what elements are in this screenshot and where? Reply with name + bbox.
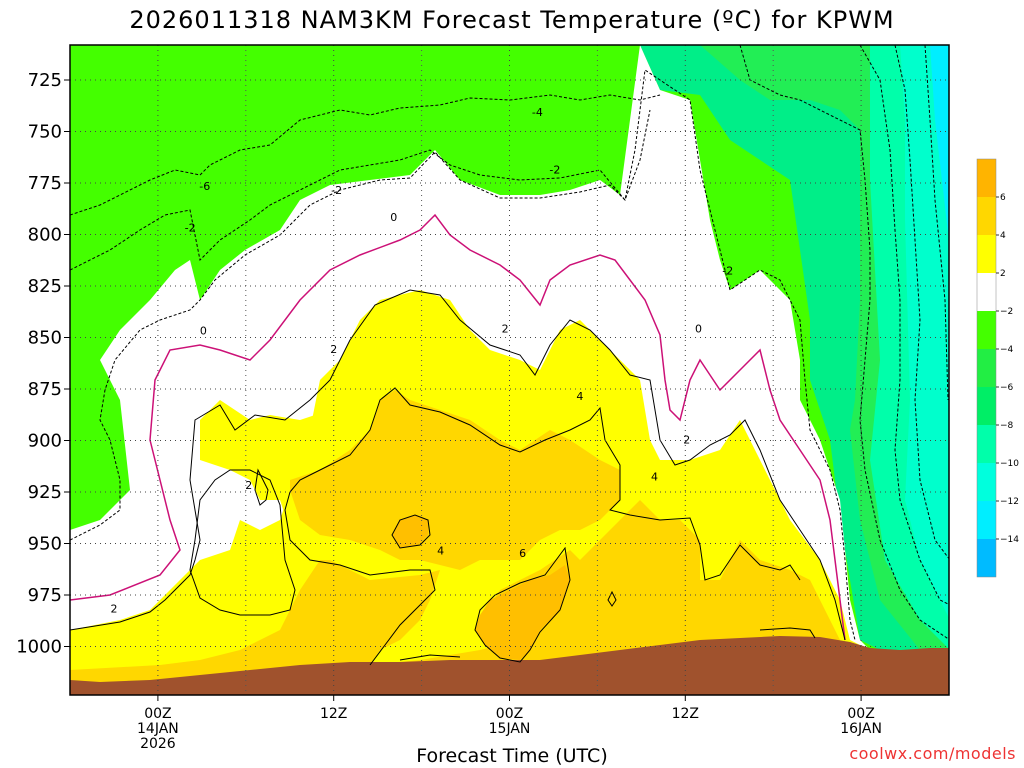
contour-label: 2 [245, 479, 252, 492]
contour-line-plus-4 [289, 387, 801, 581]
contour-label: -6 [199, 180, 210, 193]
y-tick-label: 925 [28, 482, 62, 503]
x-tick-label: 00Z [496, 706, 523, 722]
colorbar-swatch [977, 273, 996, 311]
contour-label: 4 [576, 390, 583, 403]
colorbar-swatch [977, 387, 996, 425]
contour-label: -2 [331, 184, 342, 197]
colorbar-swatch [977, 235, 996, 273]
contour-line-plus-4-cell [391, 514, 431, 549]
contour-label: -4 [532, 106, 543, 119]
y-tick-label: 750 [28, 122, 62, 143]
contour-line-plus-4-small [759, 627, 816, 639]
contour-line-plus-2-small [254, 468, 269, 506]
colorbar-label: −12 [1000, 497, 1019, 507]
y-tick-label: 875 [28, 379, 62, 400]
contour-label: 0 [390, 211, 397, 224]
colorbar-label: −10 [1000, 459, 1019, 469]
y-tick-label: 725 [28, 70, 62, 91]
contour-label: 0 [695, 322, 702, 335]
y-tick-label: 775 [28, 173, 62, 194]
y-tick-label: 850 [28, 328, 62, 349]
colorbar-swatch [977, 463, 996, 501]
x-axis-title: Forecast Time (UTC) [416, 745, 608, 767]
contour-line-minus-12 [894, 45, 949, 560]
colorbar-swatch [977, 425, 996, 463]
colorbar-label: 6 [1000, 193, 1006, 203]
y-tick-label: 900 [28, 431, 62, 452]
colorbar-swatch [977, 159, 996, 197]
colorbar-swatch [977, 311, 996, 349]
contour-label-layer: -6 -2 -2 -4 -2 -2 0 0 0 2 2 2 2 2 4 4 4 6 [110, 106, 733, 615]
x-tick-label: 15JAN [489, 721, 531, 737]
contour-line-minus-6 [70, 94, 661, 216]
colorbar-label: −8 [1000, 421, 1014, 431]
y-tick-label: 975 [28, 585, 62, 606]
x-tick-label: 2026 [140, 736, 176, 752]
colorbar-swatch [977, 539, 996, 577]
contour-label: 4 [651, 471, 658, 484]
colorbar-label: −14 [1000, 535, 1019, 545]
contour-label: -2 [549, 164, 560, 177]
contour-line-zero [70, 213, 846, 641]
colorbar-swatch [977, 197, 996, 235]
contour-line-plus-2 [70, 289, 846, 641]
contour-label: 2 [110, 602, 117, 615]
contour-label: 2 [502, 322, 509, 335]
contour-line-minus-2 [70, 69, 856, 641]
colorbar-label: −4 [1000, 345, 1014, 355]
colorbar: 6 4 2 −2 −4 −6 −8 −10 −12 −14 [976, 158, 1019, 578]
contour-line-minus-10 [859, 45, 949, 606]
x-tick-label: 00Z [144, 706, 171, 722]
colorbar-swatch [977, 501, 996, 539]
contour-label: 2 [330, 343, 337, 356]
y-tick-label: 800 [28, 225, 62, 246]
colorbar-label: 2 [1000, 269, 1006, 279]
chart-title: 2026011318 NAM3KM Forecast Temperature (… [129, 6, 895, 34]
x-tick-label: 12Z [672, 706, 699, 722]
contour-line-minus-14 [924, 45, 949, 401]
contour-label: 6 [519, 547, 526, 560]
fill-band-6-plus [475, 565, 570, 660]
colorbar-label: −6 [1000, 383, 1014, 393]
credit-text: coolwx.com/models [849, 744, 1016, 763]
y-tick-label: 1000 [16, 637, 62, 658]
contour-line-plus-4-lower [284, 491, 436, 666]
colorbar-label: 4 [1000, 231, 1006, 241]
y-tick-label: 825 [28, 276, 62, 297]
y-axis: 725 750 775 800 825 850 875 900 925 950 975 1000 [16, 70, 70, 658]
x-tick-label: 12Z [320, 706, 347, 722]
colorbar-label: −2 [1000, 307, 1013, 317]
x-tick-label: 00Z [847, 706, 874, 722]
contour-line-layer [70, 45, 949, 666]
colorbar-frame [976, 158, 997, 578]
contour-line-minus-4 [70, 109, 651, 271]
x-tick-label: 14JAN [137, 721, 179, 737]
contour-line-plus-4-low [399, 654, 461, 661]
contour-label: 0 [200, 324, 207, 337]
contour-label: -2 [185, 221, 196, 234]
x-tick-label: 16JAN [840, 721, 882, 737]
colorbar-swatch [977, 349, 996, 387]
fill-band-6-plus-b [392, 515, 428, 548]
y-tick-label: 950 [28, 534, 62, 555]
gridline-layer [70, 45, 949, 695]
contour-label: -2 [722, 265, 733, 278]
fill-band-4-to-6b [290, 390, 620, 570]
contour-label: 2 [683, 434, 690, 447]
contour-label: 4 [437, 545, 444, 558]
